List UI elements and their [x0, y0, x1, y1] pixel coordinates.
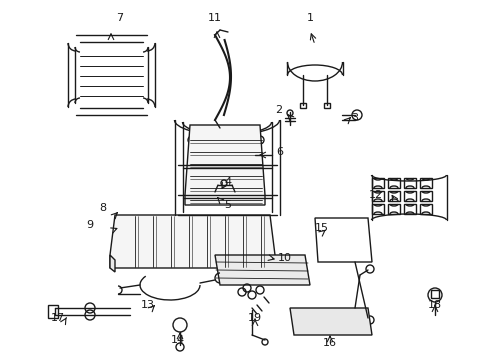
Polygon shape — [110, 215, 274, 268]
Text: 5: 5 — [224, 200, 231, 210]
Text: 1: 1 — [306, 13, 313, 23]
Text: 11: 11 — [207, 13, 222, 23]
Text: 8: 8 — [99, 203, 106, 213]
Text: 14: 14 — [171, 335, 184, 345]
Text: 13: 13 — [141, 300, 155, 310]
Bar — [387, 178, 399, 188]
Polygon shape — [215, 255, 309, 285]
Text: 17: 17 — [51, 313, 65, 323]
Text: 7: 7 — [116, 13, 123, 23]
Text: 15: 15 — [314, 223, 328, 233]
Text: 6: 6 — [276, 147, 283, 157]
Polygon shape — [314, 218, 371, 262]
Bar — [430, 290, 438, 298]
Bar — [403, 178, 415, 188]
Bar — [371, 191, 383, 201]
Text: 16: 16 — [323, 338, 336, 348]
Text: 2: 2 — [275, 105, 282, 115]
Bar — [403, 204, 415, 214]
Bar — [299, 103, 305, 108]
Bar — [403, 191, 415, 201]
Text: 10: 10 — [278, 253, 291, 263]
Text: 18: 18 — [427, 300, 441, 310]
Bar — [371, 204, 383, 214]
Text: 4: 4 — [224, 177, 231, 187]
Text: 19: 19 — [247, 313, 262, 323]
Bar — [324, 103, 329, 108]
Bar — [419, 191, 431, 201]
Polygon shape — [110, 255, 115, 272]
Text: 12: 12 — [368, 190, 382, 200]
Text: 3: 3 — [351, 113, 358, 123]
Bar — [371, 178, 383, 188]
Polygon shape — [289, 308, 371, 335]
Bar — [419, 204, 431, 214]
Polygon shape — [184, 125, 264, 205]
Text: 9: 9 — [86, 220, 93, 230]
Bar — [387, 204, 399, 214]
Bar — [387, 191, 399, 201]
Bar — [48, 305, 58, 318]
Bar — [419, 178, 431, 188]
